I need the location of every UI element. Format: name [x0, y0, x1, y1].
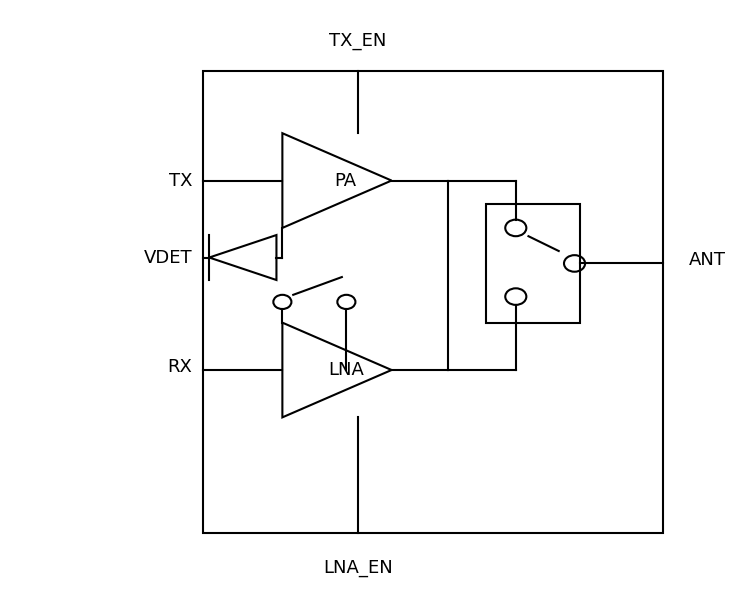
- Text: ANT: ANT: [689, 252, 726, 269]
- Text: RX: RX: [167, 358, 192, 376]
- Bar: [203, 71, 663, 533]
- Text: PA: PA: [334, 172, 357, 189]
- Bar: [486, 204, 580, 323]
- Text: LNA_EN: LNA_EN: [323, 559, 392, 577]
- Text: TX_EN: TX_EN: [329, 33, 386, 50]
- Text: LNA: LNA: [328, 361, 364, 379]
- Text: VDET: VDET: [143, 249, 192, 266]
- Text: TX: TX: [169, 172, 192, 189]
